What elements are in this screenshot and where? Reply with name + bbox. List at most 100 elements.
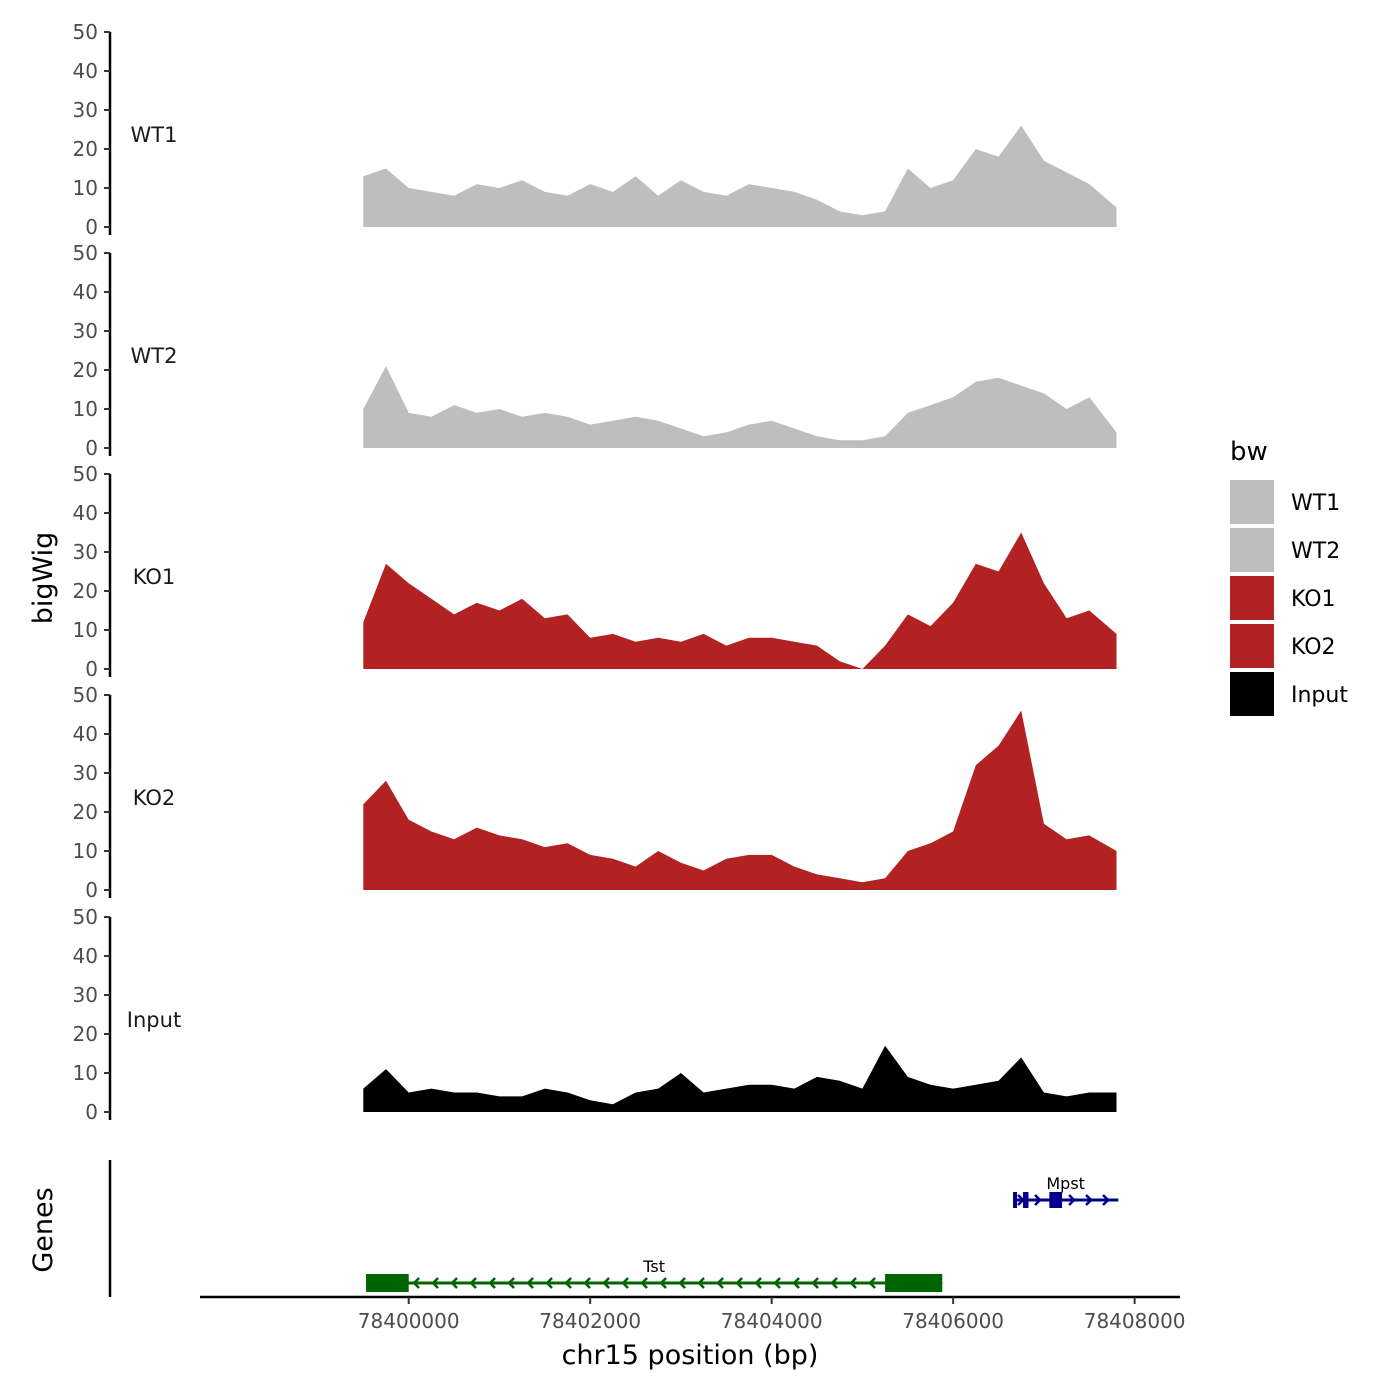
strand-arrow: [678, 1277, 686, 1289]
y-tick-label: 30: [73, 540, 98, 564]
y-tick-label: 10: [73, 618, 98, 642]
strand-arrow: [830, 1277, 838, 1289]
strand-arrow: [659, 1277, 667, 1289]
legend-swatch: [1230, 624, 1274, 668]
strand-arrow: [431, 1277, 439, 1289]
y-tick-label: 50: [73, 462, 98, 486]
legend-swatch: [1230, 480, 1274, 524]
legend-swatch: [1230, 576, 1274, 620]
strand-arrow: [697, 1277, 705, 1289]
track-ko1: 0 10 20 30 40 50 KO1: [73, 462, 1117, 681]
y-tick-label: 40: [73, 501, 98, 525]
y-tick-label: 20: [73, 358, 98, 382]
strand-arrow: [735, 1277, 743, 1289]
strand-arrow: [583, 1277, 591, 1289]
y-tick-label: 20: [73, 1022, 98, 1046]
x-tick-label: 78400000: [358, 1309, 460, 1333]
legend-item-ko2: KO2: [1230, 624, 1336, 668]
gene-exon: [366, 1274, 409, 1292]
gene-exon: [885, 1274, 943, 1292]
y-tick-label: 0: [85, 657, 98, 681]
y-tick-label: 40: [73, 944, 98, 968]
strand-arrow: [773, 1277, 781, 1289]
strand-arrow: [564, 1277, 572, 1289]
strand-arrow: [716, 1277, 724, 1289]
x-tick-label: 78406000: [902, 1309, 1004, 1333]
strand-arrow: [1068, 1194, 1076, 1206]
gene-exon: [1023, 1192, 1029, 1208]
track-label: WT1: [131, 123, 178, 147]
strand-arrow: [488, 1277, 496, 1289]
track-ko2: 0 10 20 30 40 50 KO2: [73, 683, 1117, 902]
gene-exon: [1013, 1192, 1018, 1208]
area-ko1: [363, 532, 1117, 669]
strand-arrow: [1102, 1194, 1110, 1206]
legend-swatch: [1230, 528, 1274, 572]
y-tick-label: 40: [73, 59, 98, 83]
strand-arrow: [507, 1277, 515, 1289]
y-tick-label: 40: [73, 722, 98, 746]
track-label: Input: [127, 1008, 181, 1032]
legend-item-wt2: WT2: [1230, 528, 1340, 572]
y-tick-label: 10: [73, 839, 98, 863]
y-tick-label: 10: [73, 1061, 98, 1085]
y-axis-title: bigWig: [28, 532, 59, 625]
gene-tst: Tst: [366, 1257, 943, 1292]
legend-label: WT1: [1291, 491, 1340, 516]
track-wt2: 0 10 20 30 40 50 WT2: [73, 241, 1117, 460]
x-axis: 78400000 78402000 78404000 78406000 78408000: [200, 1295, 1186, 1333]
legend-label: WT2: [1291, 539, 1340, 564]
y-tick-label: 0: [85, 878, 98, 902]
legend-item-input: Input: [1230, 672, 1348, 716]
strand-arrow: [545, 1277, 553, 1289]
strand-arrow: [868, 1277, 876, 1289]
gene-exon: [1049, 1192, 1063, 1208]
y-tick-label: 30: [73, 983, 98, 1007]
legend-title: bw: [1230, 437, 1268, 467]
gene-name-label: Tst: [642, 1257, 665, 1276]
track-label: KO2: [133, 786, 176, 810]
strand-arrow: [412, 1277, 420, 1289]
y-tick-label: 0: [85, 436, 98, 460]
strand-arrow: [526, 1277, 534, 1289]
strand-arrow: [1085, 1194, 1093, 1206]
area-ko2: [363, 710, 1117, 890]
y-tick-label: 0: [85, 1100, 98, 1124]
legend: bw WT1 WT2 KO1 KO2 Input: [1230, 437, 1348, 716]
strand-arrow: [640, 1277, 648, 1289]
genes-panel: Tst Mpst: [108, 1160, 1119, 1297]
strand-arrow: [469, 1277, 477, 1289]
x-axis-title: chr15 position (bp): [562, 1340, 819, 1371]
y-tick-label: 20: [73, 800, 98, 824]
y-tick-label: 20: [73, 137, 98, 161]
area-wt2: [363, 366, 1117, 448]
track-label: WT2: [131, 344, 178, 368]
y-tick-label: 50: [73, 683, 98, 707]
strand-arrow: [754, 1277, 762, 1289]
y-tick-label: 40: [73, 280, 98, 304]
gene-mpst: Mpst: [1013, 1174, 1119, 1208]
coverage-tracks: 0 10 20 30 40 50 WT1 0 10 20 30 40 50 WT2 0 10 20 30 40 50 K…: [73, 20, 1117, 1124]
strand-arrow: [849, 1277, 857, 1289]
x-tick-label: 78408000: [1084, 1309, 1186, 1333]
legend-item-ko1: KO1: [1230, 576, 1336, 620]
gene-name-label: Mpst: [1046, 1174, 1085, 1193]
legend-item-wt1: WT1: [1230, 480, 1340, 524]
track-label: KO1: [133, 565, 176, 589]
strand-arrow: [1034, 1194, 1042, 1206]
legend-label: KO2: [1291, 635, 1336, 660]
strand-arrow: [450, 1277, 458, 1289]
y-tick-label: 30: [73, 98, 98, 122]
x-tick-label: 78402000: [539, 1309, 641, 1333]
y-tick-label: 10: [73, 397, 98, 421]
y-tick-label: 30: [73, 761, 98, 785]
y-tick-label: 10: [73, 176, 98, 200]
track-wt1: 0 10 20 30 40 50 WT1: [73, 20, 1117, 239]
x-tick-label: 78404000: [721, 1309, 823, 1333]
legend-label: KO1: [1291, 587, 1336, 612]
y-tick-label: 20: [73, 579, 98, 603]
genes-panel-title: Genes: [28, 1187, 59, 1272]
strand-arrow: [621, 1277, 629, 1289]
legend-label: Input: [1291, 683, 1348, 708]
y-tick-label: 50: [73, 241, 98, 265]
